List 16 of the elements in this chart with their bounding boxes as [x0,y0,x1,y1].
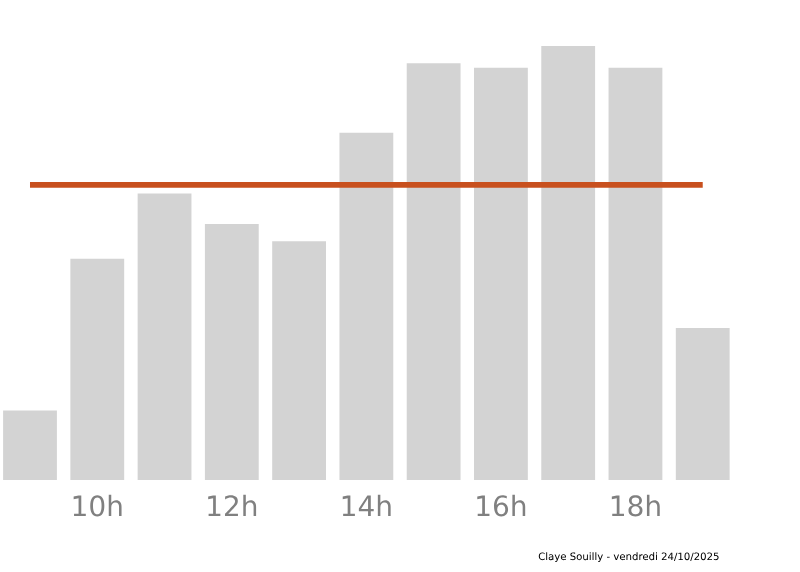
x-tick-label: 18h [611,494,660,517]
bar [608,67,663,480]
bar [675,328,730,480]
x-tick-label: 16h [477,494,526,517]
bar [70,258,125,480]
bar [339,132,394,480]
x-tick-label: 10h [73,494,122,517]
bar [406,63,461,480]
bar [541,45,596,480]
bar [137,193,192,480]
bar [272,241,326,480]
x-tick-label: 14h [342,494,391,517]
x-tick-label: 12h [208,494,257,517]
bar [204,223,259,480]
bar [474,67,528,480]
bar [3,410,57,480]
